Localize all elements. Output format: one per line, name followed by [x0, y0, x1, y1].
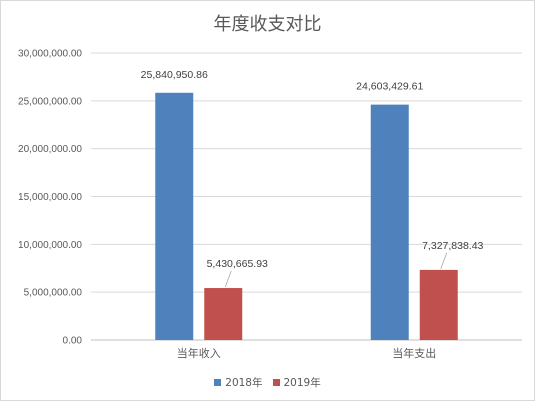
legend-label-2019: 2019年 — [283, 377, 321, 389]
legend-label-2018: 2018年 — [225, 377, 263, 389]
y-tick-label: 0.00 — [63, 336, 83, 347]
data-label: 7,327,838.43 — [422, 240, 483, 252]
y-tick-label: 30,000,000.00 — [18, 49, 82, 60]
bar — [419, 269, 458, 340]
x-category-label: 当年收入 — [177, 346, 221, 360]
y-tick-label: 25,000,000.00 — [18, 96, 82, 107]
data-label: 5,430,665.93 — [207, 258, 268, 270]
legend-item-2018: 2018年 — [214, 375, 263, 390]
data-label-leader — [224, 270, 232, 288]
chart-legend: 2018年 2019年 — [1, 375, 534, 390]
bar — [204, 288, 243, 340]
data-label: 24,603,429.61 — [356, 81, 423, 93]
legend-swatch-2019 — [272, 379, 280, 386]
y-tick-label: 10,000,000.00 — [18, 240, 82, 251]
data-label-leader — [440, 252, 448, 270]
bar-chart-plot: 0.00 5,000,000.00 10,000,000.00 15,000,000.… — [18, 49, 522, 360]
x-category-label: 当年支出 — [392, 346, 436, 360]
legend-item-2019: 2019年 — [272, 375, 321, 390]
bar — [155, 92, 194, 340]
data-label: 25,840,950.86 — [141, 69, 208, 81]
bar — [370, 104, 409, 340]
legend-swatch-2018 — [214, 379, 222, 386]
y-tick-label: 15,000,000.00 — [18, 192, 82, 203]
y-tick-label: 5,000,000.00 — [24, 288, 83, 299]
chart-title: 年度收支对比 — [213, 14, 322, 35]
y-tick-label: 20,000,000.00 — [18, 144, 82, 155]
